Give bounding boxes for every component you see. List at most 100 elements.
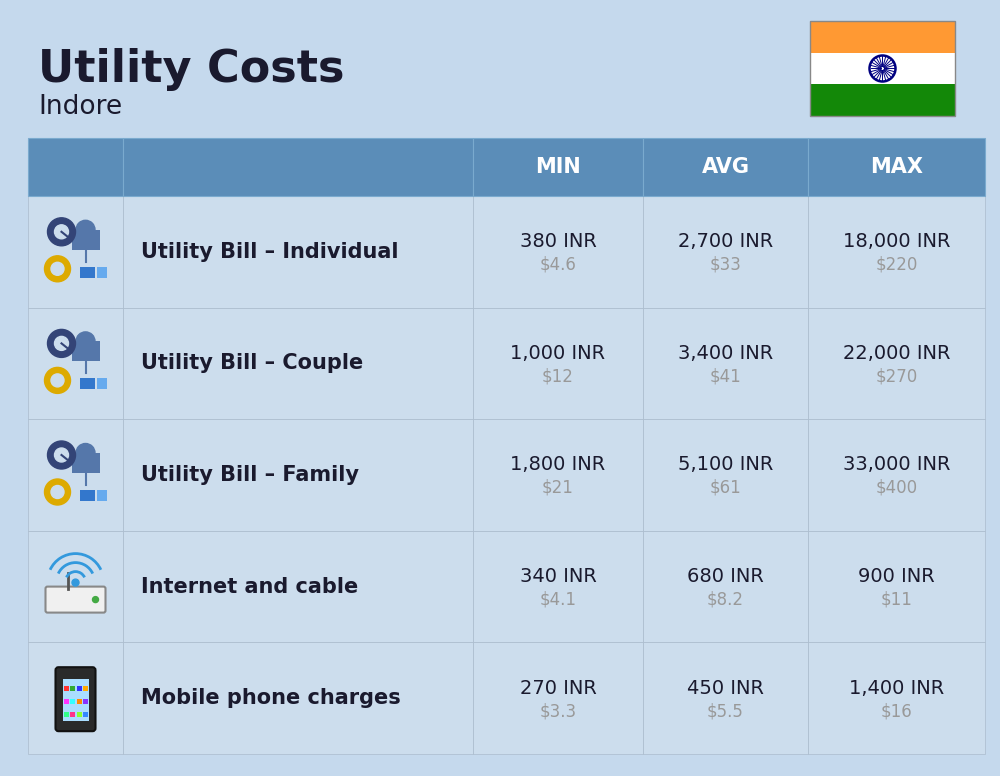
Bar <box>123 196 473 307</box>
Text: $4.6: $4.6 <box>540 256 576 274</box>
Text: $5.5: $5.5 <box>707 702 744 720</box>
Circle shape <box>54 225 68 239</box>
Text: MIN: MIN <box>535 157 581 177</box>
Bar <box>643 307 808 419</box>
Bar <box>83 698 88 704</box>
Bar <box>80 379 94 390</box>
Bar <box>808 419 985 531</box>
Text: 22,000 INR: 22,000 INR <box>843 344 950 363</box>
Text: $220: $220 <box>875 256 918 274</box>
Circle shape <box>76 220 95 239</box>
Bar <box>28 643 123 754</box>
Text: $41: $41 <box>710 367 741 386</box>
Circle shape <box>54 448 68 462</box>
Bar <box>473 643 643 754</box>
Text: Utility Costs: Utility Costs <box>38 48 344 91</box>
Circle shape <box>44 256 70 282</box>
Bar <box>808 531 985 643</box>
Text: 380 INR: 380 INR <box>520 232 596 251</box>
Bar <box>80 490 94 501</box>
Bar <box>28 196 123 307</box>
Bar <box>643 643 808 754</box>
Bar <box>28 531 123 643</box>
Circle shape <box>72 579 79 586</box>
Circle shape <box>76 332 95 351</box>
Bar <box>473 419 643 531</box>
Bar <box>72 341 100 362</box>
Text: 450 INR: 450 INR <box>687 679 764 698</box>
Bar <box>810 21 955 53</box>
Circle shape <box>51 374 64 387</box>
Bar <box>808 643 985 754</box>
Text: $33: $33 <box>710 256 741 274</box>
Text: 680 INR: 680 INR <box>687 567 764 586</box>
Bar <box>64 686 69 691</box>
Circle shape <box>93 597 99 603</box>
Bar <box>83 686 88 691</box>
Bar <box>83 712 88 717</box>
Bar <box>28 138 123 196</box>
Bar <box>808 196 985 307</box>
Bar <box>62 679 88 721</box>
Circle shape <box>48 329 76 358</box>
Bar <box>77 686 82 691</box>
Circle shape <box>48 218 76 246</box>
Bar <box>643 196 808 307</box>
Text: 5,100 INR: 5,100 INR <box>678 456 773 474</box>
Text: $3.3: $3.3 <box>539 702 577 720</box>
Bar <box>70 712 75 717</box>
Bar <box>473 196 643 307</box>
Circle shape <box>76 444 95 462</box>
Text: $12: $12 <box>542 367 574 386</box>
Bar <box>473 138 643 196</box>
Bar <box>123 643 473 754</box>
Bar <box>473 531 643 643</box>
Bar <box>28 307 123 419</box>
Text: 18,000 INR: 18,000 INR <box>843 232 950 251</box>
Bar <box>810 21 955 116</box>
Text: 900 INR: 900 INR <box>858 567 935 586</box>
Bar <box>810 53 955 85</box>
Text: 270 INR: 270 INR <box>520 679 596 698</box>
Bar <box>70 686 75 691</box>
Text: Utility Bill – Family: Utility Bill – Family <box>141 465 359 485</box>
Circle shape <box>44 367 70 393</box>
Text: $400: $400 <box>875 479 918 497</box>
Text: MAX: MAX <box>870 157 923 177</box>
Text: $21: $21 <box>542 479 574 497</box>
Bar <box>28 419 123 531</box>
Text: 2,700 INR: 2,700 INR <box>678 232 773 251</box>
Bar <box>643 419 808 531</box>
Bar <box>80 267 94 278</box>
Circle shape <box>51 486 64 498</box>
Text: 1,400 INR: 1,400 INR <box>849 679 944 698</box>
Text: 1,800 INR: 1,800 INR <box>510 456 606 474</box>
Circle shape <box>48 441 76 469</box>
Text: $61: $61 <box>710 479 741 497</box>
Bar <box>72 453 100 473</box>
Bar <box>64 698 69 704</box>
Circle shape <box>51 262 64 275</box>
Text: $4.1: $4.1 <box>540 591 576 608</box>
Bar <box>643 138 808 196</box>
Bar <box>123 531 473 643</box>
Text: $16: $16 <box>881 702 912 720</box>
Text: Indore: Indore <box>38 94 122 120</box>
Bar <box>64 712 69 717</box>
Text: 3,400 INR: 3,400 INR <box>678 344 773 363</box>
Text: 1,000 INR: 1,000 INR <box>510 344 606 363</box>
Text: $8.2: $8.2 <box>707 591 744 608</box>
Bar <box>72 230 100 250</box>
Bar <box>123 419 473 531</box>
Text: $270: $270 <box>875 367 918 386</box>
Text: 340 INR: 340 INR <box>520 567 596 586</box>
FancyBboxPatch shape <box>45 587 106 612</box>
Text: 33,000 INR: 33,000 INR <box>843 456 950 474</box>
Bar <box>810 85 955 116</box>
Text: Utility Bill – Individual: Utility Bill – Individual <box>141 242 398 262</box>
Bar <box>123 138 473 196</box>
Bar <box>96 490 106 501</box>
Text: Internet and cable: Internet and cable <box>141 577 358 597</box>
Bar <box>473 307 643 419</box>
Bar <box>77 712 82 717</box>
